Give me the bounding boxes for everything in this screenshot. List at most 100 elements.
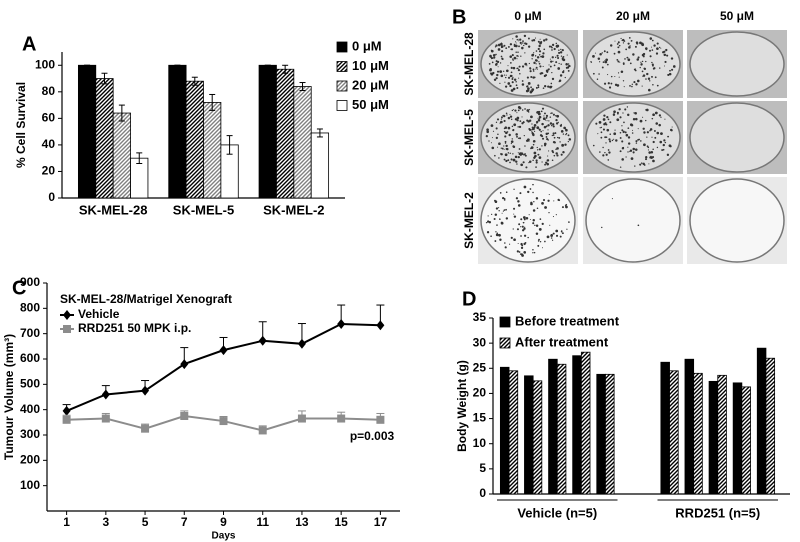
colony: [633, 81, 636, 84]
bar: [756, 347, 767, 495]
colony: [504, 135, 507, 138]
legend-swatch: [336, 100, 348, 111]
colony: [543, 84, 547, 88]
colony: [631, 83, 634, 85]
colony: [550, 82, 553, 85]
colony: [523, 234, 527, 237]
colony: [528, 128, 530, 130]
colony: [628, 46, 631, 49]
colony: [529, 70, 532, 73]
colony: [538, 62, 541, 65]
colony: [526, 65, 528, 67]
colony: [619, 116, 622, 119]
colony: [491, 137, 493, 139]
colony: [558, 79, 562, 82]
colony: [514, 109, 517, 112]
marker: [297, 338, 306, 349]
colony: [541, 145, 543, 147]
colony: [562, 70, 565, 72]
colony: [537, 118, 541, 122]
colony: [486, 231, 490, 234]
colony: [544, 74, 548, 77]
colony: [561, 232, 564, 235]
colony: [622, 130, 625, 134]
colony: [521, 65, 525, 68]
colony: [541, 222, 544, 226]
colony: [529, 67, 532, 70]
error-bar: [209, 93, 216, 111]
colony: [634, 117, 638, 121]
colony: [557, 57, 560, 60]
colony: [518, 45, 520, 48]
colony: [509, 114, 511, 116]
colony: [510, 158, 513, 161]
marker: [337, 414, 346, 423]
colony: [529, 160, 532, 163]
colony: [532, 191, 534, 194]
colony: [622, 80, 625, 82]
colony: [496, 70, 500, 73]
colony: [495, 127, 498, 130]
colony: [637, 224, 640, 227]
y-tick-label: 800: [20, 301, 40, 315]
x-tick-label: 13: [295, 515, 309, 529]
colony: [515, 51, 517, 53]
colony: [497, 48, 501, 51]
x-tick-label: 5: [142, 515, 149, 529]
colony: [521, 46, 524, 50]
colony: [607, 82, 610, 85]
y-axis-label: % Cell Survival: [14, 82, 28, 168]
colony: [518, 77, 520, 79]
colony: [509, 84, 512, 88]
legend-swatch: [336, 80, 348, 92]
colony: [567, 69, 570, 72]
group-label: RRD251 (n=5): [675, 505, 760, 520]
marker: [219, 345, 228, 356]
colony: [618, 44, 621, 47]
colony: [535, 232, 539, 235]
colony: [639, 163, 642, 166]
colony: [553, 136, 556, 139]
colony: [507, 116, 510, 119]
colony: [520, 226, 522, 228]
colony: [504, 140, 507, 143]
colony: [647, 77, 651, 80]
colony: [521, 116, 523, 118]
colony: [504, 85, 508, 88]
colony: [518, 137, 522, 140]
colony: [603, 50, 606, 53]
marker: [62, 415, 71, 424]
colony: [651, 61, 653, 64]
colony: [669, 69, 671, 72]
colony: [532, 248, 534, 251]
colony: [595, 52, 597, 54]
colony: [630, 157, 634, 161]
colony: [516, 55, 519, 57]
colony: [516, 250, 519, 253]
colony: [650, 150, 654, 154]
colony: [518, 65, 521, 68]
colony: [510, 48, 514, 51]
colony: [519, 38, 522, 41]
colony: [549, 58, 551, 60]
colony: [648, 88, 651, 92]
colony: [513, 238, 516, 242]
colony: [536, 149, 539, 151]
marker: [337, 319, 346, 330]
x-tick-label: SK-MEL-2: [263, 202, 324, 217]
colony: [537, 84, 540, 87]
colony: [645, 156, 648, 159]
colony: [648, 49, 651, 52]
colony: [550, 112, 552, 114]
colony: [493, 56, 496, 59]
colony: [552, 125, 555, 128]
colony: [513, 213, 515, 215]
colony: [524, 145, 526, 147]
bar: [499, 366, 510, 495]
colony: [649, 80, 651, 82]
colony: [548, 45, 552, 48]
colony: [503, 74, 506, 76]
colony: [535, 161, 538, 164]
bar: [532, 380, 543, 495]
colony: [538, 238, 540, 241]
